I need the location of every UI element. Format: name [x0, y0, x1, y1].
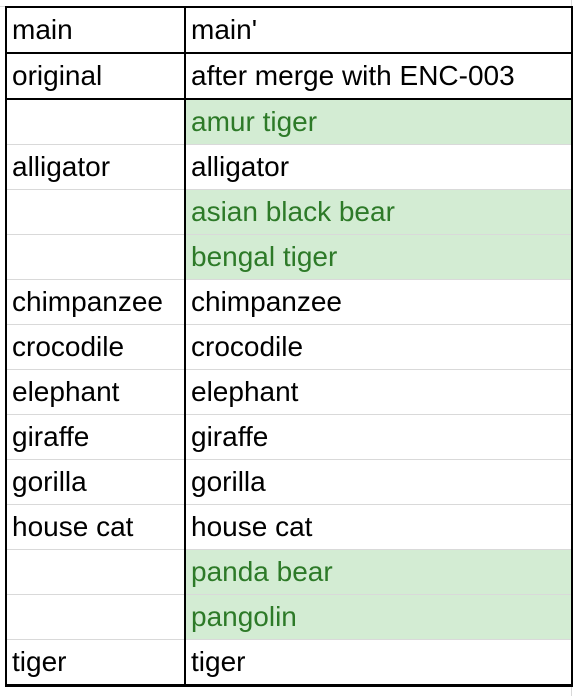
table-row: amur tiger: [5, 98, 573, 145]
table-row: gorilla gorilla: [5, 459, 573, 505]
cell-main[interactable]: elephant: [5, 369, 186, 415]
table-row: giraffe giraffe: [5, 414, 573, 460]
table-row: panda bear: [5, 549, 573, 595]
table-row: elephant elephant: [5, 369, 573, 415]
cell-main-prime[interactable]: panda bear: [184, 549, 573, 595]
header-row: main main': [5, 6, 573, 54]
cell-main-prime[interactable]: house cat: [184, 504, 573, 550]
cell-main[interactable]: crocodile: [5, 324, 186, 370]
table-row: alligator alligator: [5, 144, 573, 190]
header-cell-main[interactable]: main: [5, 6, 186, 54]
table-row: asian black bear: [5, 189, 573, 235]
cell-main[interactable]: alligator: [5, 144, 186, 190]
cell-main[interactable]: [5, 549, 186, 595]
cell-main-prime[interactable]: pangolin: [184, 594, 573, 640]
cell-main-prime[interactable]: tiger: [184, 639, 573, 687]
table-row: tiger tiger: [5, 639, 573, 687]
cell-main[interactable]: house cat: [5, 504, 186, 550]
table-row: house cat house cat: [5, 504, 573, 550]
table-row: crocodile crocodile: [5, 324, 573, 370]
subheader-cell-merged[interactable]: after merge with ENC-003: [184, 52, 573, 100]
cell-main-prime[interactable]: asian black bear: [184, 189, 573, 235]
subheader-cell-original[interactable]: original: [5, 52, 186, 100]
subheader-row: original after merge with ENC-003: [5, 52, 573, 100]
cell-main-prime[interactable]: elephant: [184, 369, 573, 415]
cell-main[interactable]: [5, 234, 186, 280]
cell-main[interactable]: [5, 189, 186, 235]
cell-main[interactable]: giraffe: [5, 414, 186, 460]
table-row: bengal tiger: [5, 234, 573, 280]
cell-main[interactable]: [5, 594, 186, 640]
table-row: pangolin: [5, 594, 573, 640]
cell-main-prime[interactable]: chimpanzee: [184, 279, 573, 325]
header-cell-main-prime[interactable]: main': [184, 6, 573, 54]
cell-main-prime[interactable]: gorilla: [184, 459, 573, 505]
cell-main-prime[interactable]: alligator: [184, 144, 573, 190]
table-row: chimpanzee chimpanzee: [5, 279, 573, 325]
comparison-table: main main' original after merge with ENC…: [5, 6, 573, 687]
cell-main[interactable]: [5, 98, 186, 145]
cell-main[interactable]: gorilla: [5, 459, 186, 505]
cell-main[interactable]: chimpanzee: [5, 279, 186, 325]
cell-main-prime[interactable]: giraffe: [184, 414, 573, 460]
cell-main-prime[interactable]: crocodile: [184, 324, 573, 370]
cell-main-prime[interactable]: amur tiger: [184, 98, 573, 145]
cell-main-prime[interactable]: bengal tiger: [184, 234, 573, 280]
cell-main[interactable]: tiger: [5, 639, 186, 687]
